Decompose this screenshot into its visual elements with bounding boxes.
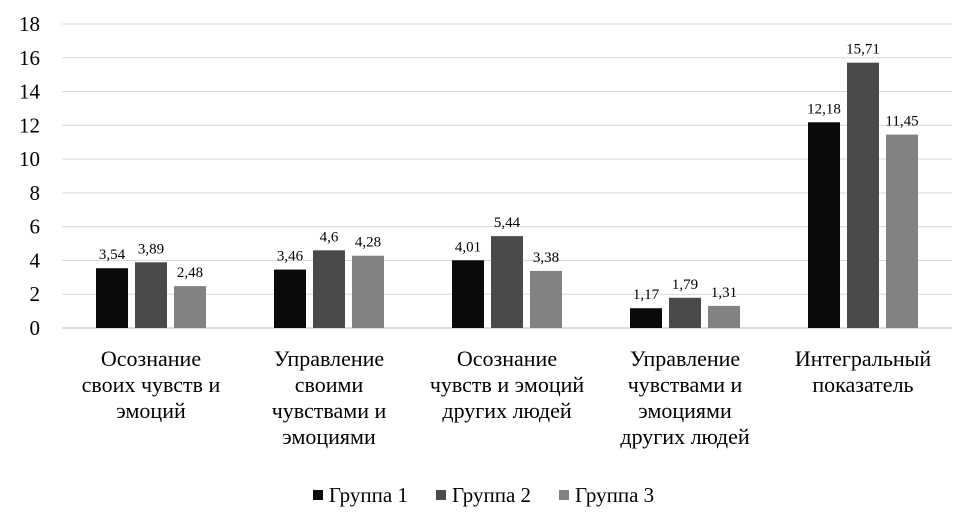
y-tick-label: 10 (19, 147, 40, 171)
data-label: 2,48 (177, 265, 203, 281)
data-label: 3,54 (99, 247, 126, 263)
y-tick-label: 2 (30, 282, 41, 306)
y-axis-tick-labels: 0 2 4 6 8 10 12 14 16 18 (19, 12, 41, 340)
legend-label-group-1: Группа 1 (328, 482, 408, 507)
legend-swatch-group-2 (435, 490, 446, 500)
category-label-line: Управление (630, 346, 740, 371)
y-tick-label: 14 (19, 80, 41, 104)
category-label-line: других людей (620, 424, 749, 449)
bar-3-1 (669, 297, 701, 328)
bar-2-0 (452, 260, 484, 328)
category-label-line: Интегральный (795, 346, 932, 371)
bar-0-2 (174, 286, 206, 328)
category-label-line: чувствами и (628, 372, 743, 397)
bars (96, 62, 918, 328)
data-label: 3,89 (138, 241, 164, 257)
bar-1-1 (313, 250, 345, 328)
bar-0-1 (135, 262, 167, 328)
legend-label-group-2: Группа 2 (451, 482, 532, 507)
data-label: 12,18 (807, 101, 841, 117)
bar-2-2 (530, 270, 562, 328)
y-tick-label: 18 (19, 12, 40, 36)
category-label-line: Осознание (101, 346, 201, 371)
category-label-line: Осознание (457, 346, 557, 371)
bar-1-2 (352, 255, 384, 328)
category-label-line: показатель (812, 372, 913, 397)
data-label: 4,28 (355, 235, 381, 251)
category-label-line: своих чувств и (82, 372, 221, 397)
y-tick-label: 8 (30, 181, 41, 205)
legend-item-group-3: Группа 3 (559, 483, 654, 508)
legend-item-group-1: Группа 1 (312, 482, 408, 508)
bar-3-2 (708, 305, 740, 328)
data-label: 4,01 (455, 239, 481, 255)
y-tick-label: 12 (19, 113, 40, 137)
bar-1-0 (274, 269, 306, 328)
y-tick-label: 16 (19, 46, 40, 70)
gridlines (62, 23, 952, 329)
legend-swatch-group-1 (312, 490, 323, 500)
category-label-line: других людей (442, 398, 571, 423)
legend-item-group-2: Группа 2 (435, 482, 532, 508)
data-label: 4,6 (320, 229, 339, 245)
bar-2-1 (491, 236, 523, 328)
legend-swatch-group-3 (559, 490, 570, 500)
y-tick-label: 4 (30, 248, 41, 272)
data-label: 1,31 (711, 285, 737, 301)
category-label-line: чувствами и (272, 398, 387, 423)
data-label: 1,79 (672, 277, 698, 293)
category-label-line: эмоциями (282, 424, 376, 449)
category-label-line: своими (295, 372, 364, 397)
category-label-line: эмоциями (638, 398, 732, 423)
data-label: 3,38 (533, 250, 559, 266)
bar-4-2 (886, 134, 918, 328)
data-label: 5,44 (494, 215, 521, 231)
legend-label-group-3: Группа 3 (575, 482, 655, 507)
bar-4-0 (808, 122, 840, 328)
data-labels: 3,54 3,89 2,48 3,46 4,6 4,28 4,01 5,44 3,38 1,17 1… (99, 42, 919, 304)
data-label: 3,46 (277, 249, 304, 265)
data-label: 11,45 (885, 114, 918, 130)
category-label-line: эмоций (116, 398, 186, 423)
legend: Группа 1 Группа 2 Группа 3 (0, 480, 967, 510)
category-label-line: Управление (274, 346, 384, 371)
data-label: 1,17 (633, 287, 660, 303)
data-label: 15,71 (846, 42, 880, 58)
y-tick-label: 0 (30, 316, 41, 340)
bar-0-0 (96, 268, 128, 328)
category-label-line: чувств и эмоций (430, 372, 585, 397)
bar-3-0 (630, 308, 662, 328)
bar-4-1 (847, 62, 879, 328)
y-tick-label: 6 (30, 215, 41, 239)
